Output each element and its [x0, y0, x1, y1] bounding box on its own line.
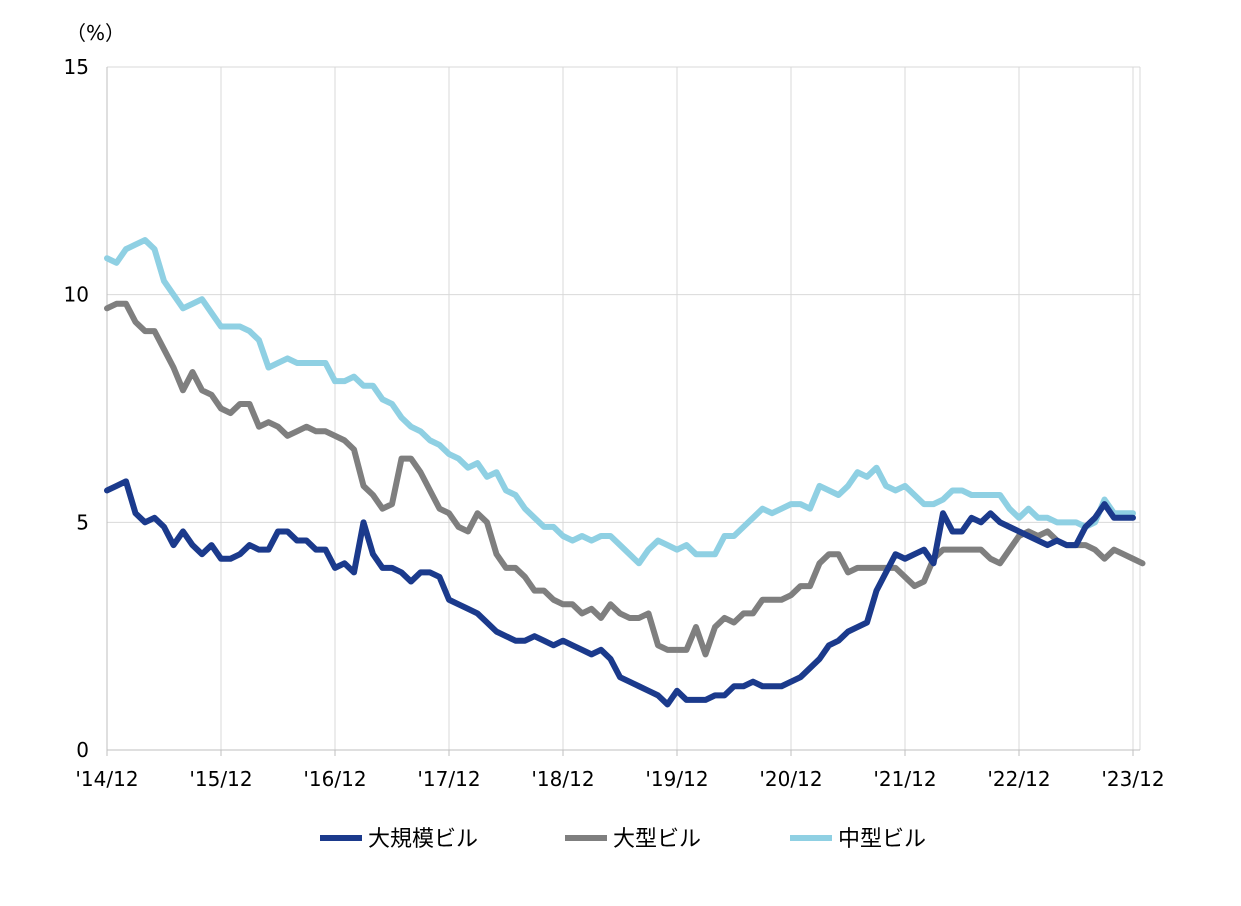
x-tick-label: '17/12: [417, 767, 480, 791]
tick-labels: 0 5 10 15 '14/12 '15/12 '16/12 '17/12 '18/12 '19/…: [64, 55, 1165, 791]
x-tick-label: '18/12: [531, 767, 594, 791]
series-line-0: [104, 478, 1136, 708]
y-tick-label: 0: [76, 738, 89, 762]
x-tick-label: '22/12: [987, 767, 1050, 791]
y-unit-label: （%）: [66, 21, 125, 45]
y-tick-label: 5: [76, 510, 89, 534]
x-tick-label: '19/12: [645, 767, 708, 791]
series-line-1: [104, 300, 1146, 658]
axes: [106, 67, 1140, 756]
legend-label-2: 中型ビル: [838, 827, 926, 852]
legend-label-1: 大型ビル: [613, 827, 701, 852]
y-tick-label: 10: [64, 283, 89, 307]
legend-label-0: 大規模ビル: [368, 827, 478, 852]
x-tick-label: '15/12: [189, 767, 252, 791]
grid-lines: [107, 66, 1141, 750]
x-tick-label: '23/12: [1101, 767, 1164, 791]
x-tick-label: '21/12: [873, 767, 936, 791]
x-tick-label: '20/12: [759, 767, 822, 791]
series-lines: [104, 237, 1146, 708]
x-tick-label: '16/12: [303, 767, 366, 791]
x-tick-label: '14/12: [75, 767, 138, 791]
series-line-2: [104, 237, 1136, 567]
legend: 大規模ビル 大型ビル 中型ビル: [320, 827, 926, 852]
y-tick-label: 15: [64, 55, 89, 79]
